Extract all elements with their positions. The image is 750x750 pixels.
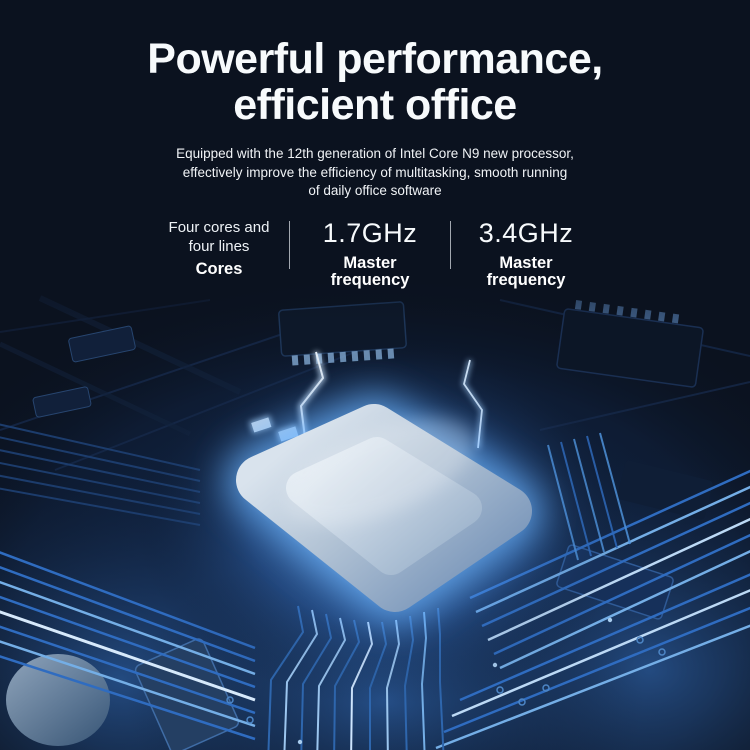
subtitle: Equipped with the 12th generation of Int… xyxy=(176,145,574,201)
title-line-1: Powerful performance, xyxy=(147,35,603,83)
spec-divider-2 xyxy=(450,220,451,269)
cpu-chip-graphic xyxy=(135,335,635,705)
specs-row: Four cores and four lines Cores 1.7GHz M… xyxy=(149,218,601,289)
spec-turbo-frequency-value: 3.4GHz xyxy=(478,217,574,248)
title-line-2: efficient office xyxy=(233,81,517,129)
subtitle-line-3: of daily office software xyxy=(308,183,442,198)
spec-turbo-frequency-label: Master frequency xyxy=(486,253,566,289)
spec-base-frequency-label: Master frequency xyxy=(330,253,410,289)
spec-cores-label: Cores xyxy=(195,259,243,278)
top-fade-overlay xyxy=(0,0,750,320)
subtitle-line-1: Equipped with the 12th generation of Int… xyxy=(176,146,574,161)
spec-divider-1 xyxy=(289,220,290,269)
spec-cores-value: Four cores and four lines xyxy=(168,218,270,255)
page-title: Powerful performance, efficient office xyxy=(147,35,603,129)
spec-cores: Four cores and four lines Cores xyxy=(149,218,289,278)
subtitle-line-2: effectively improve the efficiency of mu… xyxy=(182,164,568,180)
trace-group-bottom-left xyxy=(0,551,256,741)
spec-base-frequency-value: 1.7GHz xyxy=(322,217,418,248)
banner-content: Powerful performance, efficient office E… xyxy=(0,0,750,289)
spec-turbo-frequency: 3.4GHz Master frequency xyxy=(451,218,601,289)
solder-vias xyxy=(226,617,666,745)
spec-base-frequency: 1.7GHz Master frequency xyxy=(290,218,450,289)
